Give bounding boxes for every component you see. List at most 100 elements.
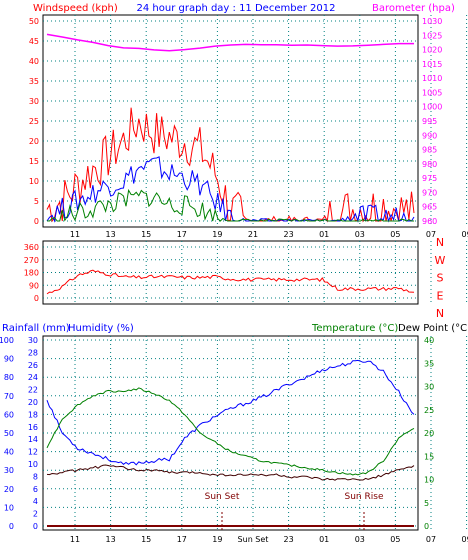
x-tick-label: 15: [141, 230, 151, 239]
barometer-series-line: [46, 33, 414, 52]
baro-tick-label: 990: [422, 131, 437, 140]
average-wind-series-line: [46, 156, 415, 223]
wind-tick-label: 5: [34, 197, 39, 206]
baro-tick-label: 1020: [422, 46, 442, 55]
wind-direction-series-line: [46, 269, 415, 295]
humidity-tick-label: 0: [9, 522, 14, 531]
temp-tick-label: 35: [424, 359, 434, 368]
baro-tick-label: 1000: [422, 103, 442, 112]
baro-tick-label: 975: [422, 174, 437, 183]
dewpoint-axis-title: Dew Point (°C): [398, 323, 468, 334]
direction-tick-label: 90: [29, 281, 39, 290]
rain-tick-label: 2: [33, 510, 38, 519]
temp-tick-label: 25: [424, 406, 434, 415]
baro-tick-label: 1005: [422, 88, 442, 97]
wind-tick-label: 15: [29, 157, 39, 166]
baro-tick-label: 1010: [422, 74, 442, 83]
humidity-tick-label: 100: [0, 336, 14, 345]
temp-tick-label: 40: [424, 336, 434, 345]
rain-tick-label: 6: [33, 485, 38, 494]
humidity-tick-label: 30: [4, 466, 14, 475]
windspeed-axis-title: Windspeed (kph): [33, 3, 118, 14]
x-tick-label: 05: [390, 230, 400, 239]
wind-tick-label: 40: [29, 57, 39, 66]
baro-tick-label: 1025: [422, 31, 442, 40]
rain-tick-label: 28: [28, 348, 38, 357]
humidity-tick-label: 80: [4, 373, 14, 382]
x-tick-label-bottom: 03: [355, 535, 365, 544]
x-tick-label-bottom: 13: [106, 535, 116, 544]
rain-tick-label: 16: [28, 423, 38, 432]
rain-tick-label: 12: [28, 448, 38, 457]
temp-tick-label: 0: [424, 522, 429, 531]
temperature-axis-title: Temperature (°C): [311, 323, 398, 334]
x-tick-label: 23: [284, 230, 294, 239]
temp-tick-label: 5: [424, 499, 429, 508]
wind-tick-label: 20: [29, 137, 39, 146]
x-tick-label: 11: [70, 230, 80, 239]
compass-label: S: [437, 272, 444, 285]
rain-tick-label: 10: [28, 460, 38, 469]
x-tick-label-bottom: 01: [319, 535, 329, 544]
chart-title: 24 hour graph day : 11 December 2012: [137, 3, 336, 14]
x-tick-label-bottom: 19: [212, 535, 222, 544]
temp-tick-label: 10: [424, 476, 434, 485]
baro-tick-label: 1015: [422, 60, 442, 69]
wind-tick-label: 0: [34, 217, 39, 226]
baro-tick-label: 960: [422, 217, 437, 226]
x-tick-label: 17: [177, 230, 187, 239]
direction-tick-label: 0: [34, 294, 39, 303]
temperature-series-line: [46, 387, 415, 476]
wind-tick-label: 10: [29, 177, 39, 186]
humidity-series-line: [46, 359, 415, 466]
baro-tick-label: 995: [422, 117, 437, 126]
sun-rise-marker: Sun Rise: [345, 492, 384, 502]
compass-label: N: [436, 236, 444, 249]
grid-layer: [43, 15, 468, 530]
direction-tick-label: 180: [24, 269, 39, 278]
sun-set-marker: Sun Set: [205, 492, 240, 502]
x-tick-label: 13: [106, 230, 116, 239]
baro-tick-label: 965: [422, 203, 437, 212]
baro-tick-label: 970: [422, 188, 437, 197]
rain-tick-label: 4: [33, 497, 38, 506]
humidity-tick-label: 90: [4, 355, 14, 364]
x-tick-label-bottom: 09: [462, 535, 468, 544]
humidity-axis-title: Humidity (%): [68, 323, 134, 334]
humidity-tick-label: 70: [4, 392, 14, 401]
humidity-tick-label: 40: [4, 448, 14, 457]
rain-tick-label: 30: [28, 336, 38, 345]
humidity-tick-label: 60: [4, 410, 14, 419]
rain-tick-label: 26: [28, 361, 38, 370]
wind-tick-label: 35: [29, 77, 39, 86]
temp-tick-label: 30: [424, 383, 434, 392]
temp-tick-label: 15: [424, 452, 434, 461]
series-layer: [46, 33, 415, 527]
compass-label: N: [436, 307, 444, 320]
x-tick-label: 01: [319, 230, 329, 239]
x-tick-label: 09: [462, 230, 468, 239]
rainfall-axis-title: Rainfall (mm): [2, 323, 70, 334]
rain-tick-label: 0: [33, 522, 38, 531]
x-tick-label-bottom: 07: [426, 535, 436, 544]
dewpoint-series-line: [46, 464, 415, 481]
baro-tick-label: 980: [422, 160, 437, 169]
humidity-tick-label: 20: [4, 485, 14, 494]
direction-tick-label: 360: [24, 243, 39, 252]
baro-tick-label: 1030: [422, 17, 442, 26]
barometer-axis-title: Barometer (hpa): [372, 3, 455, 14]
humidity-tick-label: 50: [4, 429, 14, 438]
x-tick-label-bottom: 05: [390, 535, 400, 544]
wind-tick-label: 30: [29, 97, 39, 106]
direction-tick-label: 270: [24, 256, 39, 265]
rain-tick-label: 22: [28, 386, 38, 395]
x-tick-label-bottom: 15: [141, 535, 151, 544]
wind-tick-label: 50: [29, 17, 39, 26]
x-tick-label: 07: [426, 230, 436, 239]
x-tick-label-bottom: 11: [70, 535, 80, 544]
x-tick-label-bottom: 23: [284, 535, 294, 544]
temp-tick-label: 20: [424, 429, 434, 438]
